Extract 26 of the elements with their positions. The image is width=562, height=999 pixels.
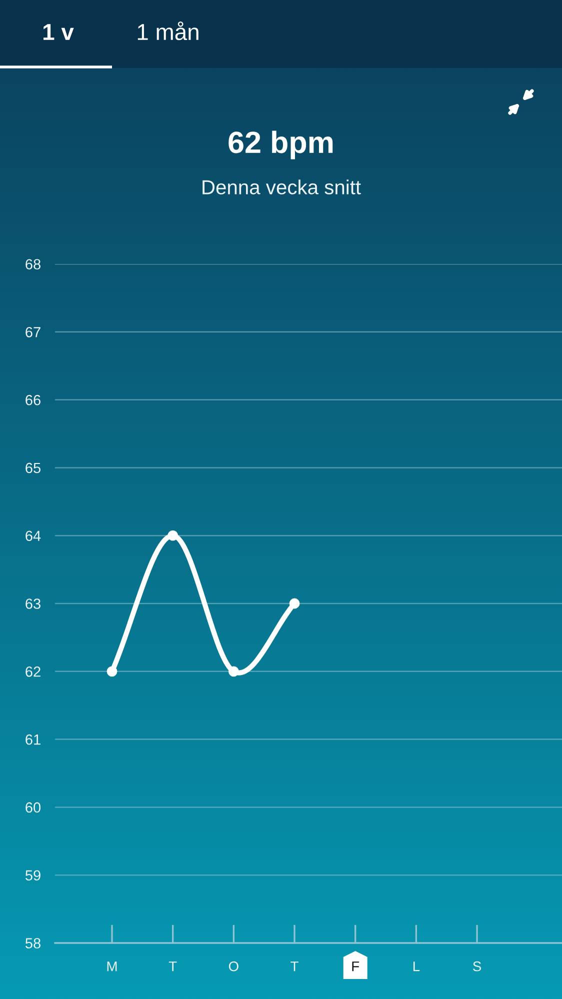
text: 1 v (44, 24, 74, 40)
x-tick-label: L (413, 962, 420, 972)
text: 1 mån (138, 21, 198, 40)
y-tick-label: 59 (25, 870, 40, 881)
x-tick-label: F (352, 962, 360, 972)
y-tick-label: 62 (26, 666, 40, 677)
point (289, 598, 300, 609)
point (228, 666, 239, 677)
y-tick-label: 64 (26, 530, 41, 542)
y-tick-label: 63 (26, 598, 40, 609)
x-tick-label: O (228, 961, 238, 972)
y-tick-label: 66 (26, 394, 40, 406)
y-tick-label: 58 (25, 938, 40, 948)
chart-subtitle: Denna vecka snitt (202, 180, 361, 194)
point (106, 666, 118, 677)
x-tick-label: T (290, 962, 298, 972)
x-tick-label: M (107, 962, 117, 972)
x-tick-label: T (168, 962, 177, 972)
y-tick-label: 65 (26, 462, 40, 474)
y-tick-label: 67 (26, 327, 40, 338)
x-tick-label: S (473, 961, 482, 972)
chart-title: 62 bpm (228, 130, 333, 160)
y-tick-label: 60 (26, 802, 41, 813)
y-tick-label: 68 (26, 259, 40, 270)
y-tick-label: 61 (26, 734, 40, 745)
point (168, 530, 178, 541)
